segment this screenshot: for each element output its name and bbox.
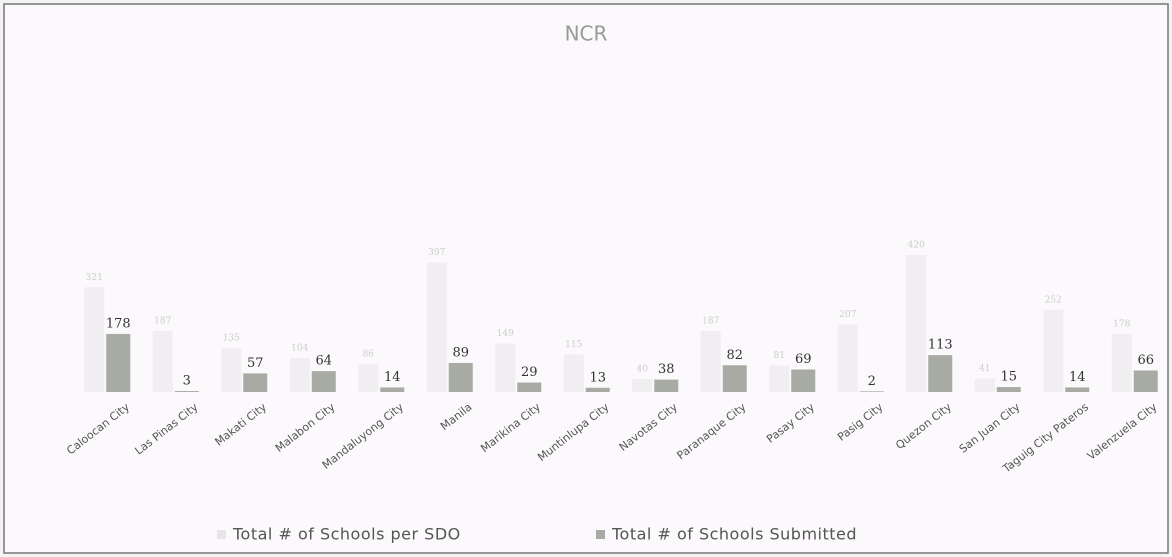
bar [837, 324, 858, 392]
bar [380, 387, 405, 392]
bar [448, 362, 473, 392]
value-label: 207 [839, 310, 856, 320]
value-label: 104 [291, 344, 308, 354]
value-label: 40 [637, 364, 649, 374]
bar [859, 391, 884, 392]
bar [152, 331, 173, 392]
value-label: 420 [908, 241, 925, 251]
bar [769, 365, 790, 392]
bar [174, 391, 199, 392]
bar [517, 382, 542, 392]
bar [632, 378, 653, 392]
bar [585, 387, 610, 392]
bar [563, 354, 584, 392]
bar [654, 379, 679, 392]
value-label: 252 [1045, 295, 1062, 305]
value-label: 64 [315, 354, 332, 369]
value-label: 397 [428, 248, 445, 258]
bar [358, 363, 379, 392]
bar [1133, 370, 1158, 392]
value-label: 86 [363, 349, 375, 359]
value-label: 187 [702, 317, 719, 327]
legend-swatch [596, 530, 605, 539]
bar [106, 333, 131, 392]
bar [426, 262, 447, 392]
bar [243, 373, 268, 392]
bar [722, 365, 747, 392]
bar [221, 347, 242, 392]
value-label: 135 [223, 333, 240, 343]
chart-title: NCR [565, 22, 608, 46]
value-label: 187 [154, 317, 171, 327]
value-label: 14 [1069, 370, 1086, 385]
value-label: 81 [774, 351, 785, 361]
value-label: 69 [795, 352, 812, 367]
bar [311, 371, 336, 392]
value-label: 13 [589, 370, 606, 385]
chart-frame [3, 3, 1169, 554]
value-label: 57 [247, 356, 264, 371]
bar [996, 387, 1021, 392]
bar [906, 255, 927, 392]
value-label: 41 [979, 364, 990, 374]
bar [1065, 387, 1090, 392]
value-label: 178 [1113, 319, 1130, 329]
value-label: 3 [183, 374, 191, 389]
value-label: 113 [928, 338, 953, 353]
bar [974, 378, 995, 392]
value-label: 82 [726, 348, 743, 363]
value-label: 15 [1000, 370, 1017, 385]
bar [700, 331, 721, 392]
bar [1043, 309, 1064, 392]
value-label: 38 [658, 362, 675, 377]
bar [289, 358, 310, 392]
value-label: 66 [1137, 353, 1154, 368]
value-label: 115 [565, 340, 582, 350]
value-label: 29 [521, 365, 538, 380]
value-label: 89 [452, 345, 469, 360]
legend-label: Total # of Schools per SDO [232, 525, 461, 544]
legend-label: Total # of Schools Submitted [611, 525, 857, 544]
value-label: 2 [868, 374, 876, 389]
bar [928, 355, 953, 392]
value-label: 149 [497, 329, 514, 339]
value-label: 14 [384, 370, 401, 385]
value-label: 321 [86, 273, 103, 283]
bar [495, 343, 516, 392]
bar [84, 287, 105, 392]
value-label: 178 [106, 316, 131, 331]
legend-swatch [217, 530, 226, 539]
bar [791, 369, 816, 392]
bar [1111, 333, 1132, 392]
